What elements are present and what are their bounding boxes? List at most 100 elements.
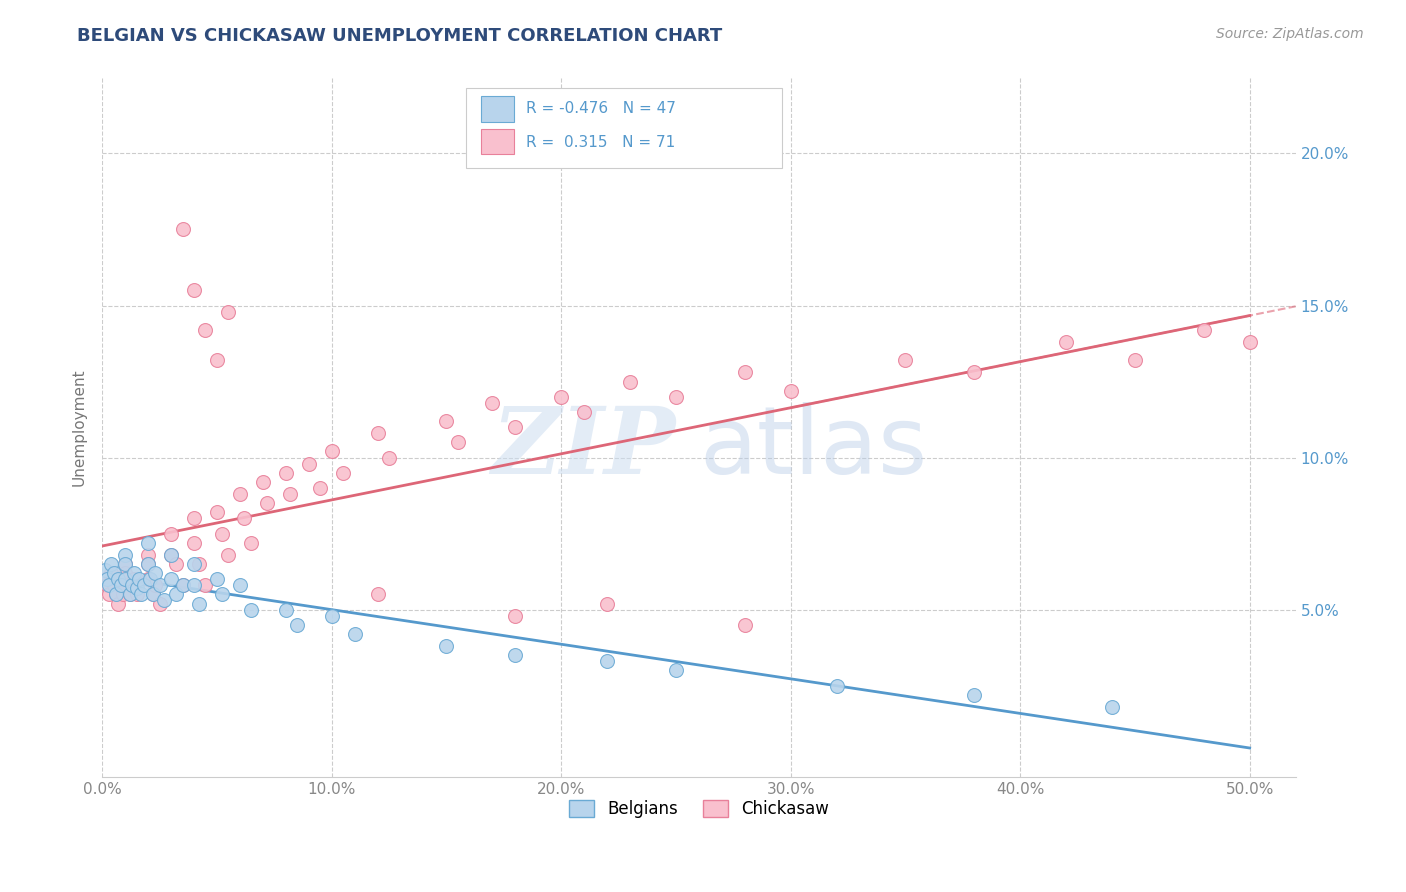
Point bbox=[550, 390, 572, 404]
Text: R =  0.315   N = 71: R = 0.315 N = 71 bbox=[526, 135, 675, 150]
Point bbox=[285, 617, 308, 632]
Point bbox=[217, 304, 239, 318]
Point bbox=[98, 587, 121, 601]
Point bbox=[436, 639, 458, 653]
Point bbox=[274, 602, 297, 616]
Point bbox=[665, 664, 688, 678]
Point bbox=[136, 557, 159, 571]
Point bbox=[1054, 334, 1077, 349]
Point bbox=[160, 548, 183, 562]
Point bbox=[104, 587, 127, 601]
Point bbox=[367, 587, 389, 601]
Point bbox=[619, 375, 641, 389]
Point bbox=[165, 587, 187, 601]
Point bbox=[118, 587, 141, 601]
Point bbox=[124, 572, 146, 586]
Point bbox=[129, 587, 152, 601]
Point bbox=[160, 572, 183, 586]
Point bbox=[367, 426, 389, 441]
Point bbox=[233, 511, 256, 525]
Y-axis label: Unemployment: Unemployment bbox=[72, 368, 86, 486]
Point bbox=[172, 578, 194, 592]
Point bbox=[963, 688, 986, 702]
Point bbox=[143, 566, 166, 581]
Point bbox=[104, 587, 127, 601]
Point bbox=[734, 617, 756, 632]
Point bbox=[256, 496, 278, 510]
Text: R = -0.476   N = 47: R = -0.476 N = 47 bbox=[526, 102, 676, 117]
Point bbox=[229, 578, 252, 592]
Point bbox=[114, 572, 136, 586]
Point bbox=[142, 587, 165, 601]
Point bbox=[93, 572, 115, 586]
Point bbox=[100, 557, 122, 571]
Point bbox=[240, 602, 263, 616]
Point bbox=[825, 679, 848, 693]
Point bbox=[963, 366, 986, 380]
Point bbox=[205, 572, 228, 586]
Point bbox=[125, 582, 148, 596]
Point bbox=[121, 578, 143, 592]
FancyBboxPatch shape bbox=[467, 88, 782, 169]
Point bbox=[136, 557, 159, 571]
Point bbox=[183, 557, 205, 571]
Text: Source: ZipAtlas.com: Source: ZipAtlas.com bbox=[1216, 27, 1364, 41]
Point bbox=[114, 578, 136, 592]
Point bbox=[505, 648, 527, 663]
Point bbox=[280, 487, 302, 501]
Point bbox=[298, 457, 321, 471]
Point bbox=[183, 511, 205, 525]
Point bbox=[378, 450, 401, 465]
Point bbox=[252, 475, 274, 489]
Point bbox=[132, 578, 155, 592]
Point bbox=[1101, 700, 1123, 714]
Point bbox=[211, 526, 233, 541]
Point bbox=[205, 505, 228, 519]
Point bbox=[103, 578, 125, 592]
Point bbox=[149, 597, 172, 611]
Point bbox=[596, 654, 619, 668]
Text: BELGIAN VS CHICKASAW UNEMPLOYMENT CORRELATION CHART: BELGIAN VS CHICKASAW UNEMPLOYMENT CORREL… bbox=[77, 27, 723, 45]
Point bbox=[183, 535, 205, 549]
Point bbox=[572, 405, 595, 419]
Point bbox=[187, 557, 209, 571]
Point bbox=[96, 572, 118, 586]
Text: ZIP: ZIP bbox=[491, 403, 675, 493]
Point bbox=[143, 578, 166, 592]
Point bbox=[107, 597, 129, 611]
Point bbox=[139, 572, 162, 586]
Point bbox=[481, 396, 503, 410]
Point bbox=[136, 548, 159, 562]
Point bbox=[194, 323, 217, 337]
Point bbox=[894, 353, 917, 368]
Point bbox=[187, 597, 209, 611]
Point bbox=[194, 578, 217, 592]
Point bbox=[779, 384, 801, 398]
FancyBboxPatch shape bbox=[481, 129, 515, 154]
Point bbox=[96, 578, 118, 592]
Point bbox=[118, 587, 141, 601]
Point bbox=[1239, 334, 1261, 349]
Point bbox=[217, 548, 239, 562]
Point bbox=[505, 420, 527, 434]
Point bbox=[160, 526, 183, 541]
Point bbox=[309, 481, 332, 495]
Point bbox=[172, 578, 194, 592]
Point bbox=[93, 563, 115, 577]
Point bbox=[153, 593, 176, 607]
Text: atlas: atlas bbox=[699, 402, 927, 494]
Point bbox=[332, 466, 354, 480]
Point bbox=[124, 566, 146, 581]
Point bbox=[665, 390, 688, 404]
Point bbox=[114, 557, 136, 571]
Point bbox=[111, 587, 134, 601]
Point bbox=[321, 444, 343, 458]
Point bbox=[734, 366, 756, 380]
Point bbox=[321, 608, 343, 623]
Point bbox=[114, 566, 136, 581]
Point bbox=[125, 587, 148, 601]
Point bbox=[436, 414, 458, 428]
Point bbox=[100, 566, 122, 581]
Point bbox=[149, 578, 172, 592]
Point bbox=[107, 572, 129, 586]
